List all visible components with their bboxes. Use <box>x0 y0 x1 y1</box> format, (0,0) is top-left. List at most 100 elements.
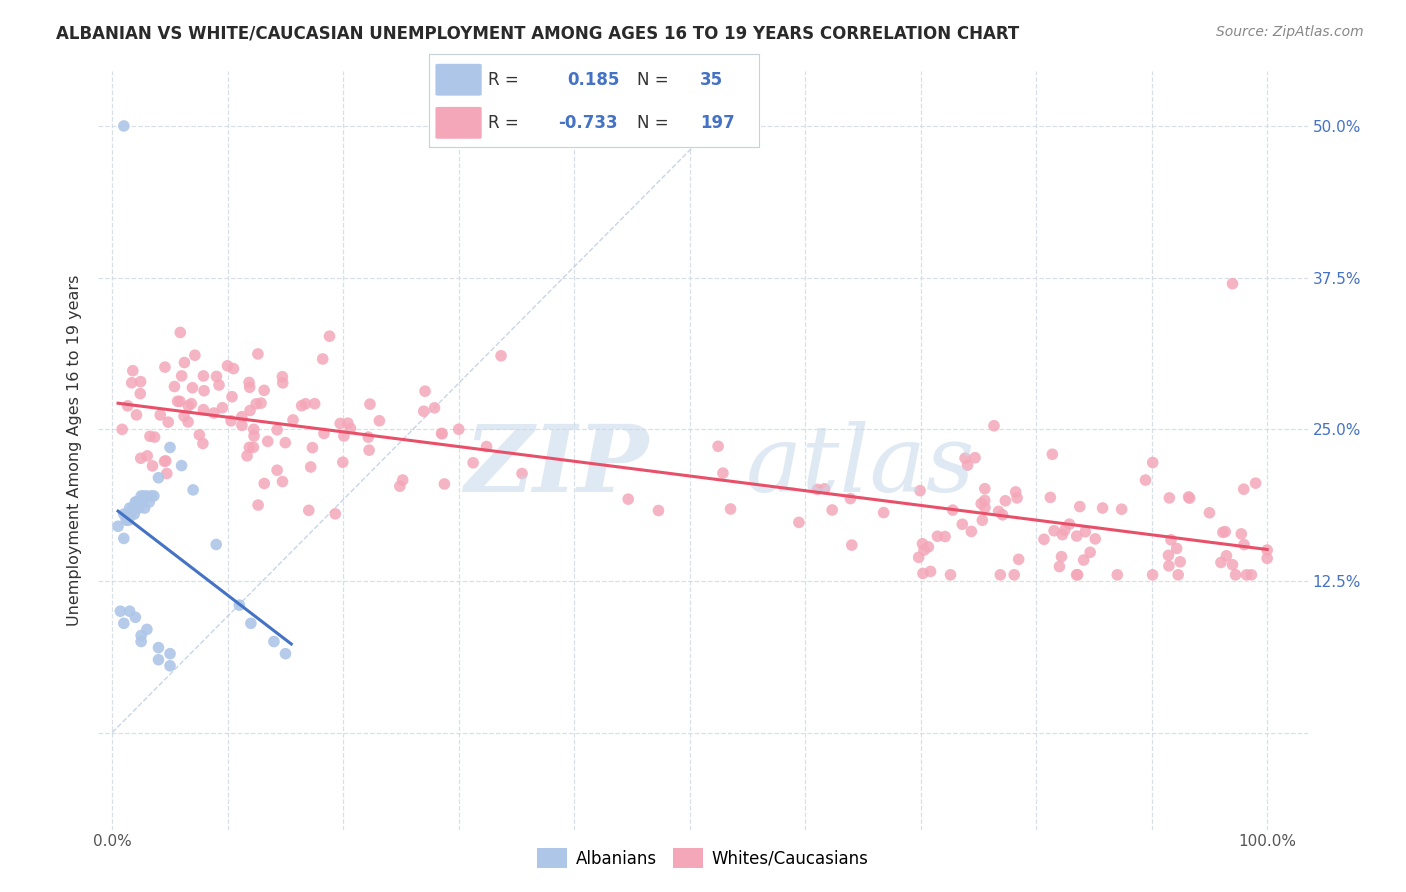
Point <box>125 408 148 422</box>
Point <box>148 640 170 655</box>
Point <box>188 427 211 442</box>
Point <box>141 489 163 503</box>
Point <box>1005 491 1028 505</box>
Point <box>934 530 956 544</box>
Point <box>148 653 170 667</box>
Point <box>412 404 434 418</box>
Point <box>148 471 170 485</box>
Point <box>1004 485 1026 500</box>
Point <box>271 369 294 384</box>
Point <box>1225 567 1247 582</box>
Point <box>298 503 321 517</box>
Point <box>617 492 640 507</box>
Point <box>950 517 973 532</box>
Point <box>323 507 346 521</box>
Point <box>112 532 135 546</box>
Point <box>1053 523 1076 537</box>
Point <box>1233 482 1256 496</box>
Point <box>963 450 986 465</box>
Point <box>1066 567 1088 582</box>
Point <box>447 422 470 436</box>
Point <box>155 454 177 468</box>
Point <box>1008 552 1031 566</box>
Point <box>129 489 152 503</box>
Point <box>1043 524 1066 538</box>
Text: ALBANIAN VS WHITE/CAUCASIAN UNEMPLOYMENT AMONG AGES 16 TO 19 YEARS CORRELATION C: ALBANIAN VS WHITE/CAUCASIAN UNEMPLOYMENT… <box>56 25 1019 43</box>
Point <box>1107 567 1129 582</box>
Point <box>291 399 314 413</box>
Point <box>181 381 204 395</box>
Point <box>1078 545 1101 559</box>
Point <box>647 503 669 517</box>
Point <box>956 458 979 472</box>
Point <box>987 504 1010 518</box>
Point <box>1198 506 1220 520</box>
Point <box>138 495 160 509</box>
Point <box>806 483 828 497</box>
Point <box>911 566 934 581</box>
Point <box>266 463 288 477</box>
Point <box>242 422 264 436</box>
Point <box>170 458 193 473</box>
Point <box>339 421 361 435</box>
Point <box>122 507 145 521</box>
Point <box>271 475 294 489</box>
Point <box>939 567 962 582</box>
Point <box>1084 532 1107 546</box>
Point <box>1142 456 1164 470</box>
Point <box>1256 551 1278 566</box>
Point <box>245 397 267 411</box>
Point <box>974 500 997 515</box>
Point <box>142 489 165 503</box>
Point <box>917 540 939 554</box>
Point <box>219 414 242 428</box>
Point <box>166 394 188 409</box>
Point <box>125 495 148 509</box>
Point <box>1222 558 1244 572</box>
Point <box>973 482 995 496</box>
Point <box>1059 517 1081 532</box>
FancyBboxPatch shape <box>436 64 482 95</box>
Point <box>821 503 844 517</box>
Point <box>359 397 381 411</box>
Point <box>118 501 141 516</box>
Point <box>1209 556 1232 570</box>
Point <box>336 416 359 430</box>
Point <box>157 415 180 429</box>
Point <box>510 467 533 481</box>
Point <box>942 503 965 517</box>
Point <box>159 658 181 673</box>
Point <box>274 647 297 661</box>
Point <box>135 623 157 637</box>
Point <box>129 386 152 401</box>
Point <box>163 379 186 393</box>
Point <box>912 543 935 558</box>
Point <box>970 497 993 511</box>
Point <box>329 417 352 431</box>
Point <box>461 456 484 470</box>
Point <box>1159 491 1181 505</box>
Text: Source: ZipAtlas.com: Source: ZipAtlas.com <box>1216 25 1364 39</box>
Point <box>333 429 356 443</box>
Point <box>908 483 931 498</box>
Point <box>294 397 316 411</box>
Point <box>217 359 239 373</box>
Point <box>173 355 195 369</box>
Point <box>388 479 411 493</box>
Legend: Albanians, Whites/Caucasians: Albanians, Whites/Caucasians <box>530 842 876 874</box>
Point <box>271 376 294 390</box>
Point <box>301 441 323 455</box>
Point <box>128 501 150 516</box>
Text: N =: N = <box>637 70 673 88</box>
Point <box>120 507 142 521</box>
Text: ZIP: ZIP <box>464 421 648 510</box>
Point <box>112 507 135 521</box>
Point <box>238 441 260 455</box>
Text: atlas: atlas <box>745 421 974 510</box>
Point <box>193 402 215 417</box>
Point <box>205 369 228 384</box>
Point <box>124 501 146 516</box>
Point <box>433 477 456 491</box>
Point <box>117 513 139 527</box>
Point <box>134 501 156 516</box>
